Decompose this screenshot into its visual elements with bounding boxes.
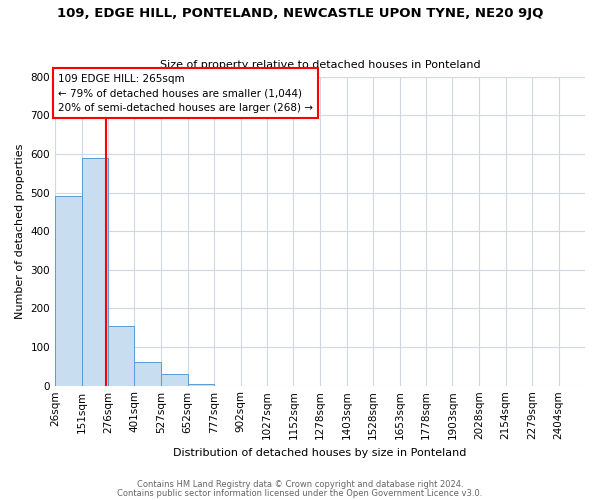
Text: Contains HM Land Registry data © Crown copyright and database right 2024.: Contains HM Land Registry data © Crown c…	[137, 480, 463, 489]
Bar	[188, 384, 214, 386]
Text: 109 EDGE HILL: 265sqm
← 79% of detached houses are smaller (1,044)
20% of semi-d: 109 EDGE HILL: 265sqm ← 79% of detached …	[58, 74, 313, 113]
Text: Contains public sector information licensed under the Open Government Licence v3: Contains public sector information licen…	[118, 489, 482, 498]
Y-axis label: Number of detached properties: Number of detached properties	[15, 144, 25, 319]
Text: 109, EDGE HILL, PONTELAND, NEWCASTLE UPON TYNE, NE20 9JQ: 109, EDGE HILL, PONTELAND, NEWCASTLE UPO…	[57, 8, 543, 20]
Bar	[161, 374, 188, 386]
Title: Size of property relative to detached houses in Ponteland: Size of property relative to detached ho…	[160, 60, 481, 70]
Bar	[82, 158, 108, 386]
Bar	[55, 196, 82, 386]
X-axis label: Distribution of detached houses by size in Ponteland: Distribution of detached houses by size …	[173, 448, 467, 458]
Bar	[134, 362, 161, 386]
Bar	[108, 326, 134, 386]
